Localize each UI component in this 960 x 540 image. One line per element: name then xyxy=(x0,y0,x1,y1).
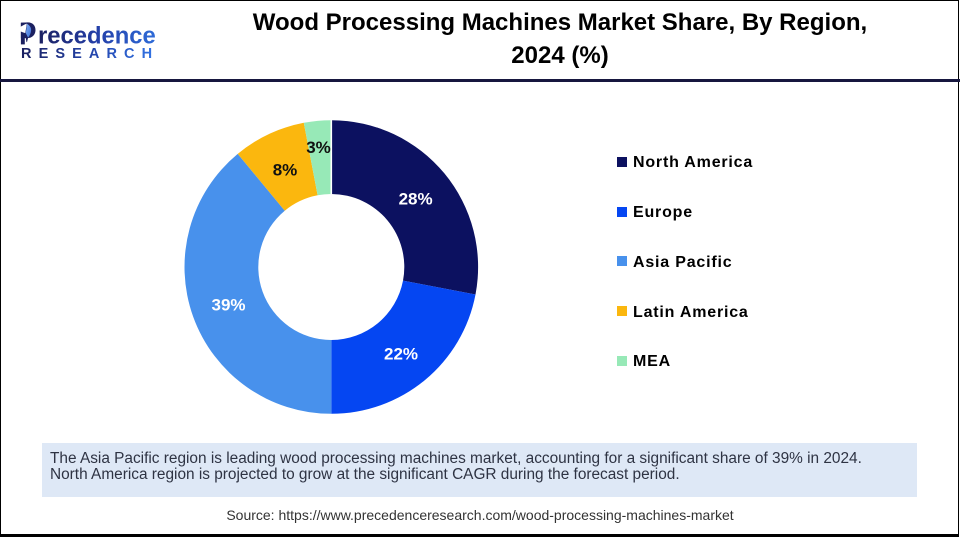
svg-text:39%: 39% xyxy=(211,296,245,315)
svg-text:3%: 3% xyxy=(306,138,331,157)
svg-text:8%: 8% xyxy=(273,161,298,180)
svg-text:recedence: recedence xyxy=(38,23,156,50)
svg-text:RESEARCH: RESEARCH xyxy=(21,46,159,62)
svg-text:28%: 28% xyxy=(399,190,433,209)
svg-text:22%: 22% xyxy=(384,345,418,364)
